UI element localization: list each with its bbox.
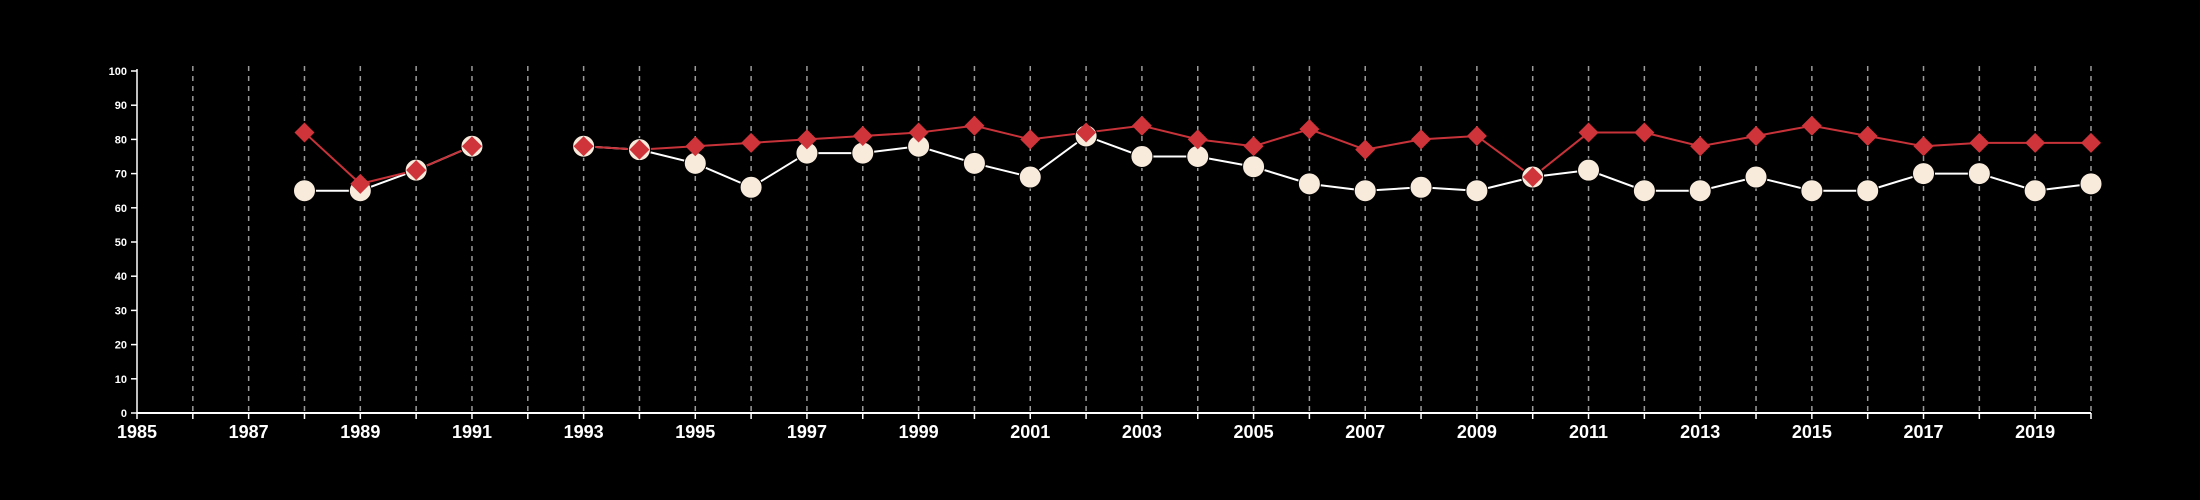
x-tick-label: 2017 (1903, 422, 1943, 442)
series-line-circle (304, 145, 473, 192)
x-tick-label: 1987 (229, 422, 269, 442)
diamond-point (1466, 125, 1487, 146)
circle-point (1856, 179, 1880, 203)
circle-point (2079, 172, 2103, 196)
y-tick-label: 20 (115, 340, 127, 352)
circle-point (962, 151, 986, 175)
circle-point (1242, 155, 1266, 179)
diamond-point (1578, 122, 1599, 143)
series-line-diamond (303, 131, 473, 185)
diamond-point (2081, 132, 2101, 153)
x-tick-label: 1999 (899, 422, 939, 442)
circle-point (1800, 179, 1824, 203)
circle-point (1409, 175, 1433, 199)
diamond-point (1634, 122, 1655, 143)
diamond-point (1020, 129, 1041, 150)
diamond-point (741, 132, 762, 153)
series-line-circle (583, 134, 2092, 192)
circle-point (1130, 145, 1154, 168)
diamond-point (1187, 129, 1208, 150)
circle-point (1353, 179, 1377, 203)
x-tick-label: 2001 (1010, 422, 1050, 442)
diamond-point (406, 160, 427, 181)
diamond-point (964, 115, 985, 136)
x-tick-label: 1991 (452, 422, 492, 442)
diamond-point (1131, 115, 1152, 136)
series-line-diamond (583, 124, 2091, 179)
diamond-point (1801, 115, 1822, 136)
diamond-point (1411, 129, 1432, 150)
diamond-point (796, 129, 817, 150)
diamond-point (685, 136, 706, 157)
y-tick-label: 60 (115, 203, 127, 215)
x-tick-label: 2011 (1569, 422, 1608, 442)
x-tick-label: 2015 (1792, 422, 1832, 442)
diamond-point (461, 136, 482, 157)
circle-point (1967, 162, 1991, 186)
y-tick-label: 0 (121, 408, 127, 420)
diamond-point (350, 173, 371, 194)
x-tick-label: 2019 (2015, 422, 2055, 442)
x-tick-label: 1989 (340, 422, 380, 442)
diamond-point (1857, 125, 1878, 146)
x-tick-label: 1993 (564, 422, 604, 442)
circle-point (292, 179, 316, 203)
y-tick-label: 10 (115, 374, 127, 386)
y-tick-label: 50 (115, 237, 127, 249)
diamond-point (573, 136, 594, 157)
y-tick-label: 30 (115, 305, 127, 317)
diamond-point (1243, 136, 1264, 157)
diamond-point (852, 125, 873, 146)
diamond-point (2025, 132, 2046, 153)
diamond-point (1355, 139, 1376, 160)
diamond-point (629, 139, 650, 160)
x-tick-label: 2007 (1345, 422, 1385, 442)
circle-point (1465, 179, 1489, 203)
y-tick-label: 100 (109, 66, 127, 78)
y-tick-label: 70 (115, 169, 127, 181)
x-tick-label: 2005 (1234, 422, 1274, 442)
diamond-point (1522, 167, 1543, 188)
diamond-point (1690, 136, 1711, 157)
circle-point (1297, 172, 1321, 196)
y-tick-label: 80 (115, 134, 127, 146)
x-tick-label: 1985 (117, 422, 157, 442)
x-tick-label: 2013 (1680, 422, 1720, 442)
circle-point (1018, 165, 1042, 189)
circle-point (1688, 179, 1712, 203)
circle-point (739, 175, 763, 199)
circle-point (1912, 162, 1936, 186)
diamond-point (1746, 125, 1767, 146)
circle-point (1577, 158, 1601, 182)
y-tick-label: 40 (115, 271, 127, 283)
x-tick-label: 2009 (1457, 422, 1497, 442)
circle-point (1744, 165, 1768, 189)
x-tick-label: 2003 (1122, 422, 1162, 442)
y-tick-label: 90 (115, 100, 127, 112)
diamond-point (908, 122, 929, 143)
x-tick-label: 1995 (675, 422, 715, 442)
diamond-point (1299, 119, 1320, 140)
circle-point (2023, 179, 2047, 203)
diamond-point (1913, 136, 1934, 157)
circle-point (1632, 179, 1656, 203)
diamond-point (1969, 132, 1990, 153)
x-tick-label: 1997 (787, 422, 827, 442)
diamond-point (294, 122, 315, 143)
diamond-point (1076, 122, 1097, 143)
